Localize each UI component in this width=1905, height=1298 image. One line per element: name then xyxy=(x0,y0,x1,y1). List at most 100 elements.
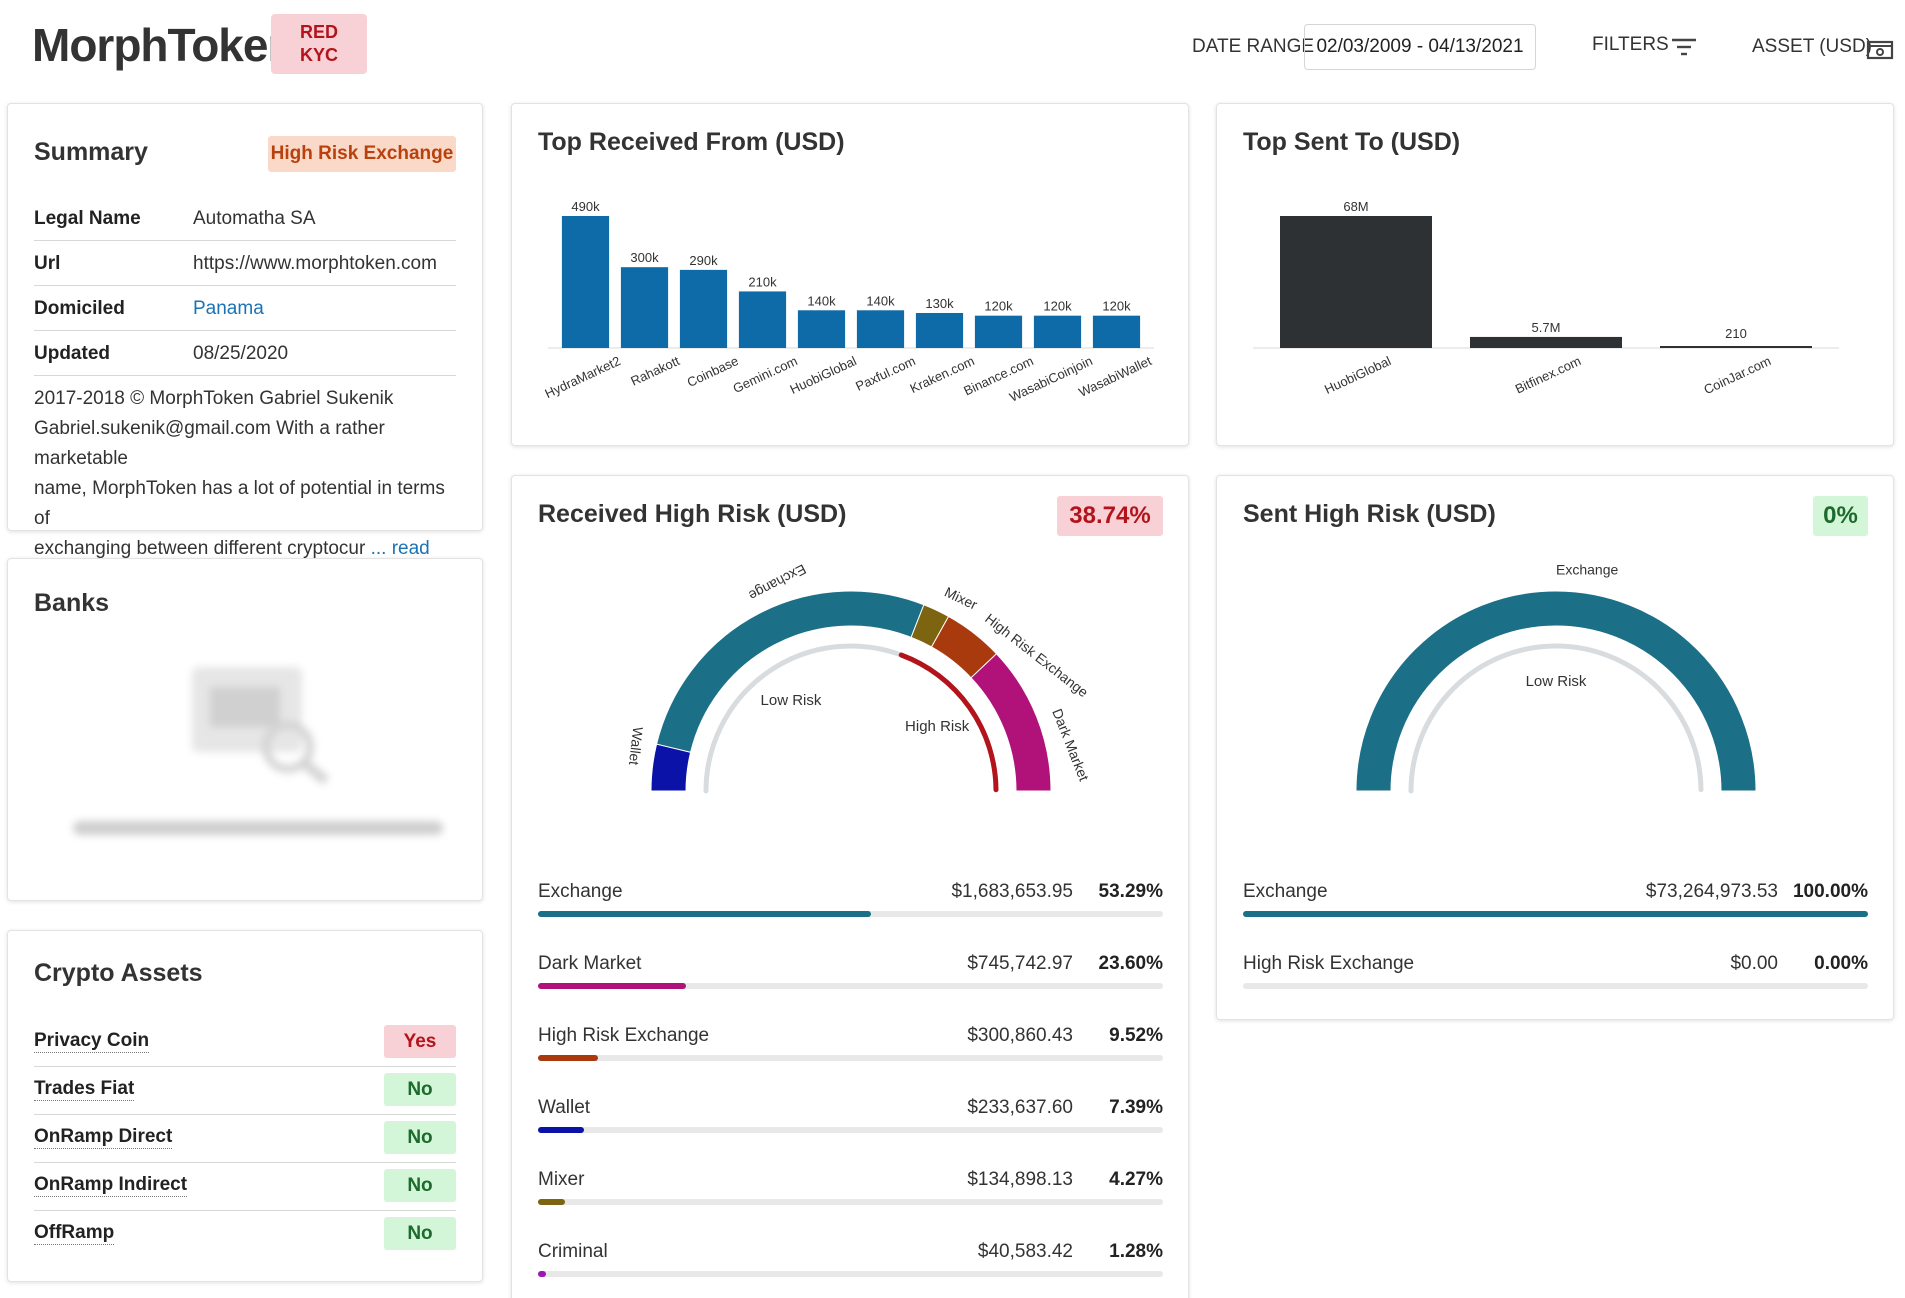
breakdown-row[interactable]: High Risk Exchange $300,860.43 9.52% xyxy=(538,1025,1163,1085)
bar[interactable] xyxy=(561,216,610,348)
breakdown-percent: 0.00% xyxy=(1814,953,1868,974)
breakdown-percent: 1.28% xyxy=(1109,1241,1163,1262)
x-tick-label: HydraMarket2 xyxy=(542,353,622,401)
progress-track xyxy=(1243,983,1868,989)
summary-row-legal-name: Legal Name Automatha SA xyxy=(34,196,456,241)
breakdown-label: High Risk Exchange xyxy=(1243,953,1415,974)
breakdown-amount: $1,683,653.95 xyxy=(951,881,1073,902)
bar[interactable] xyxy=(797,310,846,348)
bar[interactable] xyxy=(1092,315,1141,348)
x-tick-label: HuobiGlobal xyxy=(1322,353,1393,397)
x-tick-label: Gemini.com xyxy=(731,353,800,396)
asset-selector[interactable]: ASSET (USD) xyxy=(1752,36,1873,57)
crypto-assets-card: Crypto Assets Privacy Coin Yes Trades Fi… xyxy=(7,930,483,1282)
breakdown-amount: $233,637.60 xyxy=(967,1097,1073,1118)
gauge-segment-label: Dark Market xyxy=(1049,706,1092,783)
breakdown-row[interactable]: Wallet $233,637.60 7.39% xyxy=(538,1097,1163,1157)
bar-value-label: 120k xyxy=(1043,299,1072,314)
bar[interactable] xyxy=(974,315,1023,348)
summary-value: 08/25/2020 xyxy=(193,343,289,364)
filter-icon[interactable] xyxy=(1670,36,1698,58)
bar[interactable] xyxy=(620,267,669,348)
inner-risk-arc[interactable] xyxy=(703,643,903,794)
asset-row-trades-fiat: Trades Fiat No xyxy=(34,1067,456,1115)
bar-value-label: 120k xyxy=(1102,299,1131,314)
gauge-segment[interactable] xyxy=(1355,590,1757,792)
breakdown-row[interactable]: Dark Market $745,742.97 23.60% xyxy=(538,953,1163,1013)
breakdown-amount: $745,742.97 xyxy=(967,953,1073,974)
bar[interactable] xyxy=(679,269,728,348)
summary-key: Legal Name xyxy=(34,208,141,229)
date-range-label: DATE RANGE xyxy=(1192,36,1315,57)
crypto-assets-title: Crypto Assets xyxy=(34,959,203,987)
progress-fill xyxy=(538,983,686,989)
banks-card: Banks xyxy=(7,558,483,901)
breakdown-amount: $134,898.13 xyxy=(967,1169,1073,1190)
asset-row-onramp-direct: OnRamp Direct No xyxy=(34,1115,456,1163)
gauge-segment[interactable] xyxy=(655,590,925,753)
summary-row-domiciled: Domiciled Panama xyxy=(34,286,456,331)
breakdown-row[interactable]: High Risk Exchange $0.00 0.00% xyxy=(1243,953,1868,1013)
asset-flag-badge: No xyxy=(384,1121,456,1154)
progress-fill xyxy=(538,1127,585,1133)
asset-flag-badge: No xyxy=(384,1073,456,1106)
progress-track xyxy=(1243,911,1868,917)
progress-track xyxy=(538,1271,1163,1277)
description-line: name, MorphToken has a lot of potential … xyxy=(34,478,445,529)
breakdown-amount: $73,264,973.53 xyxy=(1645,881,1778,902)
asset-key: Trades Fiat xyxy=(34,1078,135,1101)
progress-track xyxy=(538,1199,1163,1205)
breakdown-percent: 7.39% xyxy=(1109,1097,1163,1118)
sent-high-risk-title: Sent High Risk (USD) xyxy=(1243,500,1496,528)
inner-risk-arc[interactable] xyxy=(898,652,999,793)
bar-value-label: 120k xyxy=(984,299,1013,314)
breakdown-row[interactable]: Exchange $73,264,973.53 100.00% xyxy=(1243,881,1868,941)
progress-track xyxy=(538,911,1163,917)
inner-risk-arc[interactable] xyxy=(1408,643,1704,794)
breakdown-amount: $40,583.42 xyxy=(977,1241,1073,1262)
bar-value-label: 140k xyxy=(807,293,836,308)
progress-fill xyxy=(538,1055,598,1061)
breakdown-label: Wallet xyxy=(538,1097,591,1118)
breakdown-row[interactable]: Mixer $134,898.13 4.27% xyxy=(538,1169,1163,1229)
x-tick-label: Rahakott xyxy=(628,353,682,389)
bar[interactable] xyxy=(1470,336,1622,348)
bar[interactable] xyxy=(1033,315,1082,348)
asset-key: OnRamp Direct xyxy=(34,1126,173,1149)
progress-fill xyxy=(538,1271,546,1277)
asset-row-privacy-coin: Privacy Coin Yes xyxy=(34,1019,456,1067)
received-breakdown-list: Exchange $1,683,653.95 53.29% Dark Market $7… xyxy=(512,881,1190,1298)
empty-state-icon xyxy=(192,667,330,784)
bar-value-label: 300k xyxy=(630,250,659,265)
top-sent-bar-chart: 68M HuobiGlobal 5.7M Bitfinex.com 210 CoinJar… xyxy=(1253,199,1839,397)
sent-risk-gauge: Exchange Low Risk xyxy=(1355,562,1757,794)
kyc-status-line2: KYC xyxy=(299,45,338,65)
top-received-bar-chart: 490kHydraMarket2300kRahakott290kCoinbase… xyxy=(542,199,1154,405)
domiciled-link[interactable]: Panama xyxy=(193,298,264,319)
filters-button[interactable]: FILTERS xyxy=(1592,34,1669,55)
bar[interactable] xyxy=(915,312,964,348)
breakdown-label: Exchange xyxy=(1243,881,1328,902)
date-range-picker[interactable]: 02/03/2009 - 04/13/2021 xyxy=(1304,24,1536,70)
asset-flag-badge: No xyxy=(384,1217,456,1250)
top-sent-card: Top Sent To (USD) 68M HuobiGlobal 5.7M Bitf… xyxy=(1216,103,1894,446)
cash-icon[interactable] xyxy=(1866,38,1894,60)
breakdown-percent: 9.52% xyxy=(1109,1025,1163,1046)
received-high-risk-title: Received High Risk (USD) xyxy=(538,500,847,528)
gauge-segment-label: Wallet xyxy=(626,726,646,766)
inner-risk-label: High Risk xyxy=(905,718,970,735)
summary-key: Domiciled xyxy=(34,298,125,319)
top-sent-title: Top Sent To (USD) xyxy=(1243,128,1461,156)
breakdown-row[interactable]: Exchange $1,683,653.95 53.29% xyxy=(538,881,1163,941)
breakdown-row[interactable]: Criminal $40,583.42 1.28% xyxy=(538,1241,1163,1298)
gauge-segment[interactable] xyxy=(970,653,1052,792)
bar[interactable] xyxy=(856,310,905,348)
bar[interactable] xyxy=(738,291,787,348)
bar[interactable] xyxy=(1660,346,1812,348)
x-tick-label: CoinJar.com xyxy=(1701,353,1773,397)
breakdown-amount: $0.00 xyxy=(1730,953,1778,974)
bar[interactable] xyxy=(1280,216,1432,348)
asset-flag-badge: No xyxy=(384,1169,456,1202)
progress-fill xyxy=(538,1199,565,1205)
